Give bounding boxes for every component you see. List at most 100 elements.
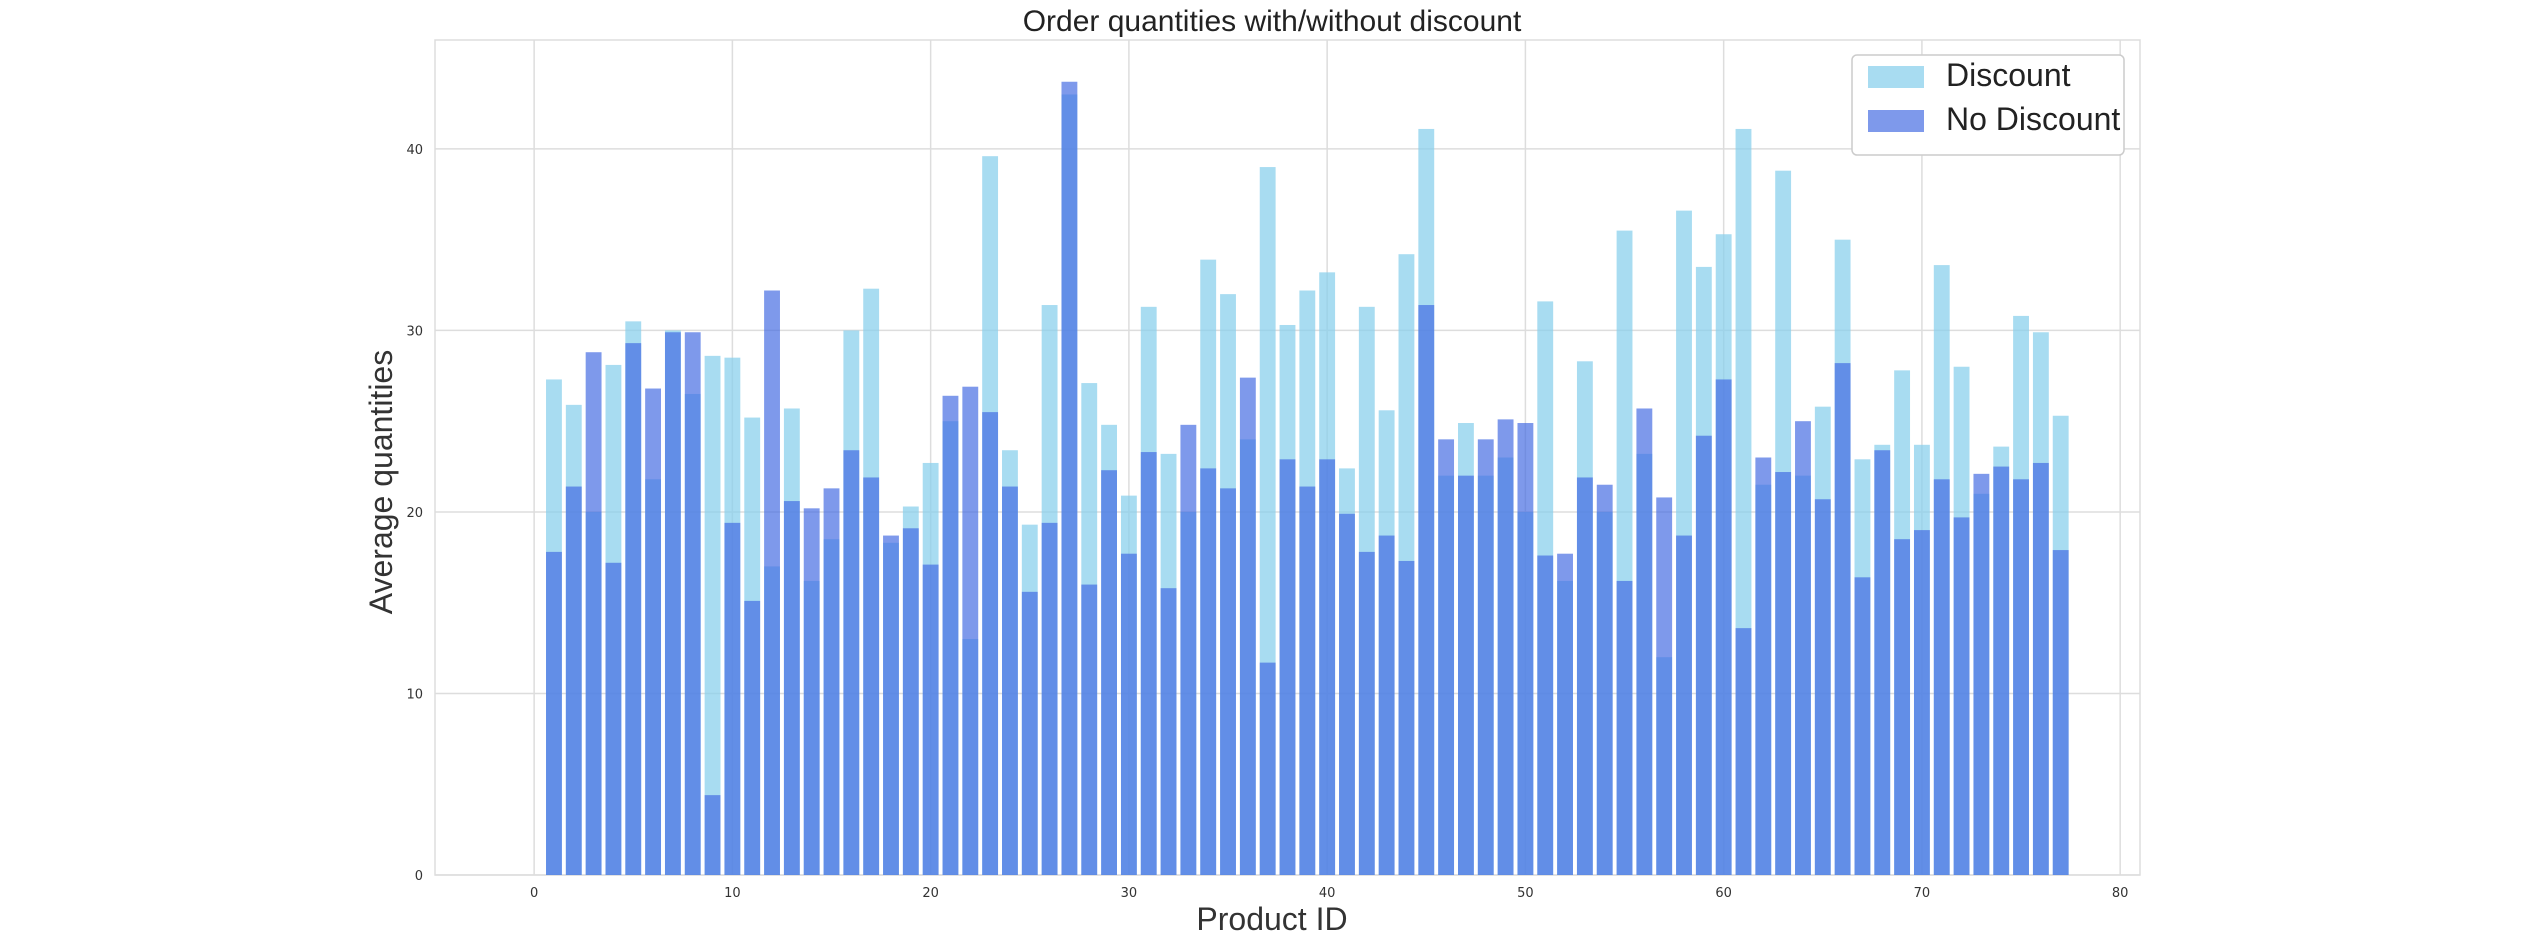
bar [1200,468,1217,875]
bar [704,795,721,875]
bar [1477,439,1494,875]
bar [823,488,840,875]
bar [1081,584,1098,875]
x-tick-label: 80 [2112,886,2129,901]
x-tick-label: 0 [530,886,538,901]
bar [1002,486,1018,875]
bar [1814,499,1831,875]
bar [883,535,899,875]
bar [1259,662,1276,875]
y-tick-label: 10 [406,687,423,702]
y-tick-label: 30 [406,324,423,339]
x-tick-label: 50 [1517,886,1534,901]
bar [942,395,959,875]
bar [2013,479,2029,875]
bar [1160,588,1177,875]
bar [1279,459,1296,875]
bar [1676,535,1692,875]
bar [1120,553,1137,875]
bar [922,564,939,875]
bar [962,386,979,875]
bar [1874,450,1891,875]
bar [1418,305,1435,875]
bar [902,528,919,875]
bar [1299,486,1316,875]
series-no-discount [546,81,2069,875]
x-tick-label: 70 [1914,886,1931,901]
legend-swatch [1868,110,1924,132]
bar [1795,421,1811,875]
bar [1576,477,1593,875]
bar [1378,535,1395,875]
bar [1775,472,1792,875]
bars-group [546,81,2069,876]
bar [565,486,582,875]
bar [1358,551,1375,875]
bar [1517,423,1534,875]
bar [1993,466,2010,875]
bar [1695,435,1712,875]
bar [1616,580,1633,875]
bar [1220,488,1236,875]
bar [625,343,642,875]
bar [1319,459,1336,875]
bar [546,551,562,875]
x-axis-title: Product ID [1196,901,1347,937]
bar [1557,553,1573,875]
bar [783,501,800,875]
legend-swatch [1868,66,1924,88]
bar [863,477,880,875]
legend-label: No Discount [1946,101,2120,137]
bar [1438,439,1455,875]
bar [1140,452,1157,875]
x-tick-label: 60 [1715,886,1732,901]
bar [744,600,761,875]
bar [1636,408,1653,875]
bar [1953,517,1970,875]
bar [684,332,701,875]
bar [1458,475,1474,875]
bar [1497,419,1514,875]
bar [1973,473,1990,875]
bar [2052,550,2069,875]
y-axis-title: Average quantities [363,350,399,614]
bar [1398,560,1415,875]
bar [982,412,999,875]
bar [1894,539,1911,875]
bar [605,562,622,875]
bar [724,522,741,875]
bar [764,290,780,875]
legend: Discount No Discount [1851,54,2125,156]
bar [1735,628,1752,875]
bar [1755,457,1772,875]
bar [1596,484,1613,875]
bar [1854,577,1871,875]
bar [1021,591,1038,875]
bar [1239,377,1256,875]
bar [1180,424,1197,875]
bar [1933,479,1950,875]
bar [645,388,662,875]
chart-title: Order quantities with/without discount [1023,5,1522,38]
bar [664,332,681,875]
bar [704,355,721,875]
bar [803,508,820,875]
bar [1061,81,1078,875]
y-tick-label: 0 [415,869,423,884]
bar [1656,497,1673,875]
bar [1834,363,1851,875]
y-tick-label: 20 [406,506,423,521]
x-tick-label: 40 [1319,886,1336,901]
bar [1537,555,1554,875]
y-tick-label: 40 [406,143,423,158]
bar [1101,470,1117,875]
bar [1041,522,1058,875]
bar [1339,513,1355,875]
x-tick-label: 30 [1121,886,1138,901]
bar [2032,462,2049,875]
bar [843,450,860,875]
x-tick-label: 20 [922,886,939,901]
bar [1715,379,1732,875]
